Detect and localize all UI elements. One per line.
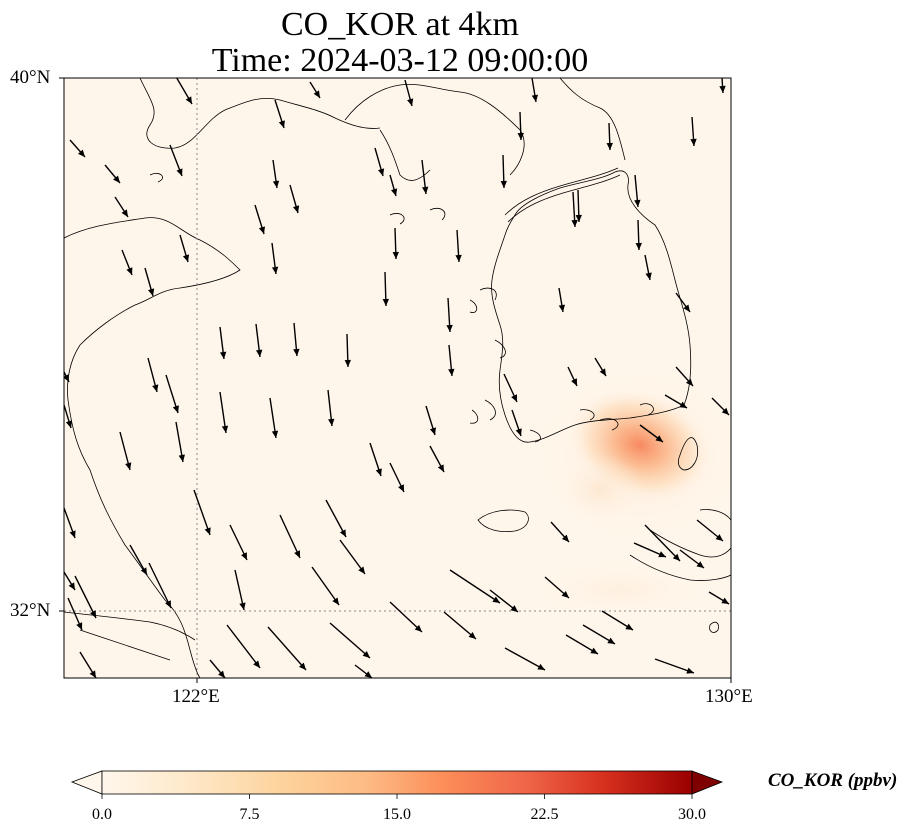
colorbar-tick-4: 30.0 bbox=[678, 806, 706, 823]
colorbar-tick-3: 22.5 bbox=[530, 806, 559, 823]
wind-arrows bbox=[64, 78, 730, 678]
colorbar-tick-2: 15.0 bbox=[383, 806, 411, 823]
lon-tick-130: 130°E bbox=[705, 686, 753, 707]
map-title-line1: CO_KOR at 4km bbox=[281, 6, 519, 43]
colorbar-tick-0: 0.0 bbox=[92, 806, 112, 823]
coastlines bbox=[64, 78, 731, 678]
colorbar-label: CO_KOR (ppbv) bbox=[768, 770, 898, 791]
colorbar-tick-1: 7.5 bbox=[239, 806, 260, 823]
axis-ticks bbox=[59, 77, 732, 683]
lat-tick-40: 40°N bbox=[10, 67, 51, 88]
lon-tick-122: 122°E bbox=[172, 686, 220, 707]
map-frame bbox=[63, 77, 732, 679]
lat-tick-32: 32°N bbox=[10, 600, 51, 621]
colorbar bbox=[70, 770, 724, 799]
gridlines bbox=[64, 78, 731, 678]
map-title-line2: Time: 2024-03-12 09:00:00 bbox=[211, 42, 589, 79]
